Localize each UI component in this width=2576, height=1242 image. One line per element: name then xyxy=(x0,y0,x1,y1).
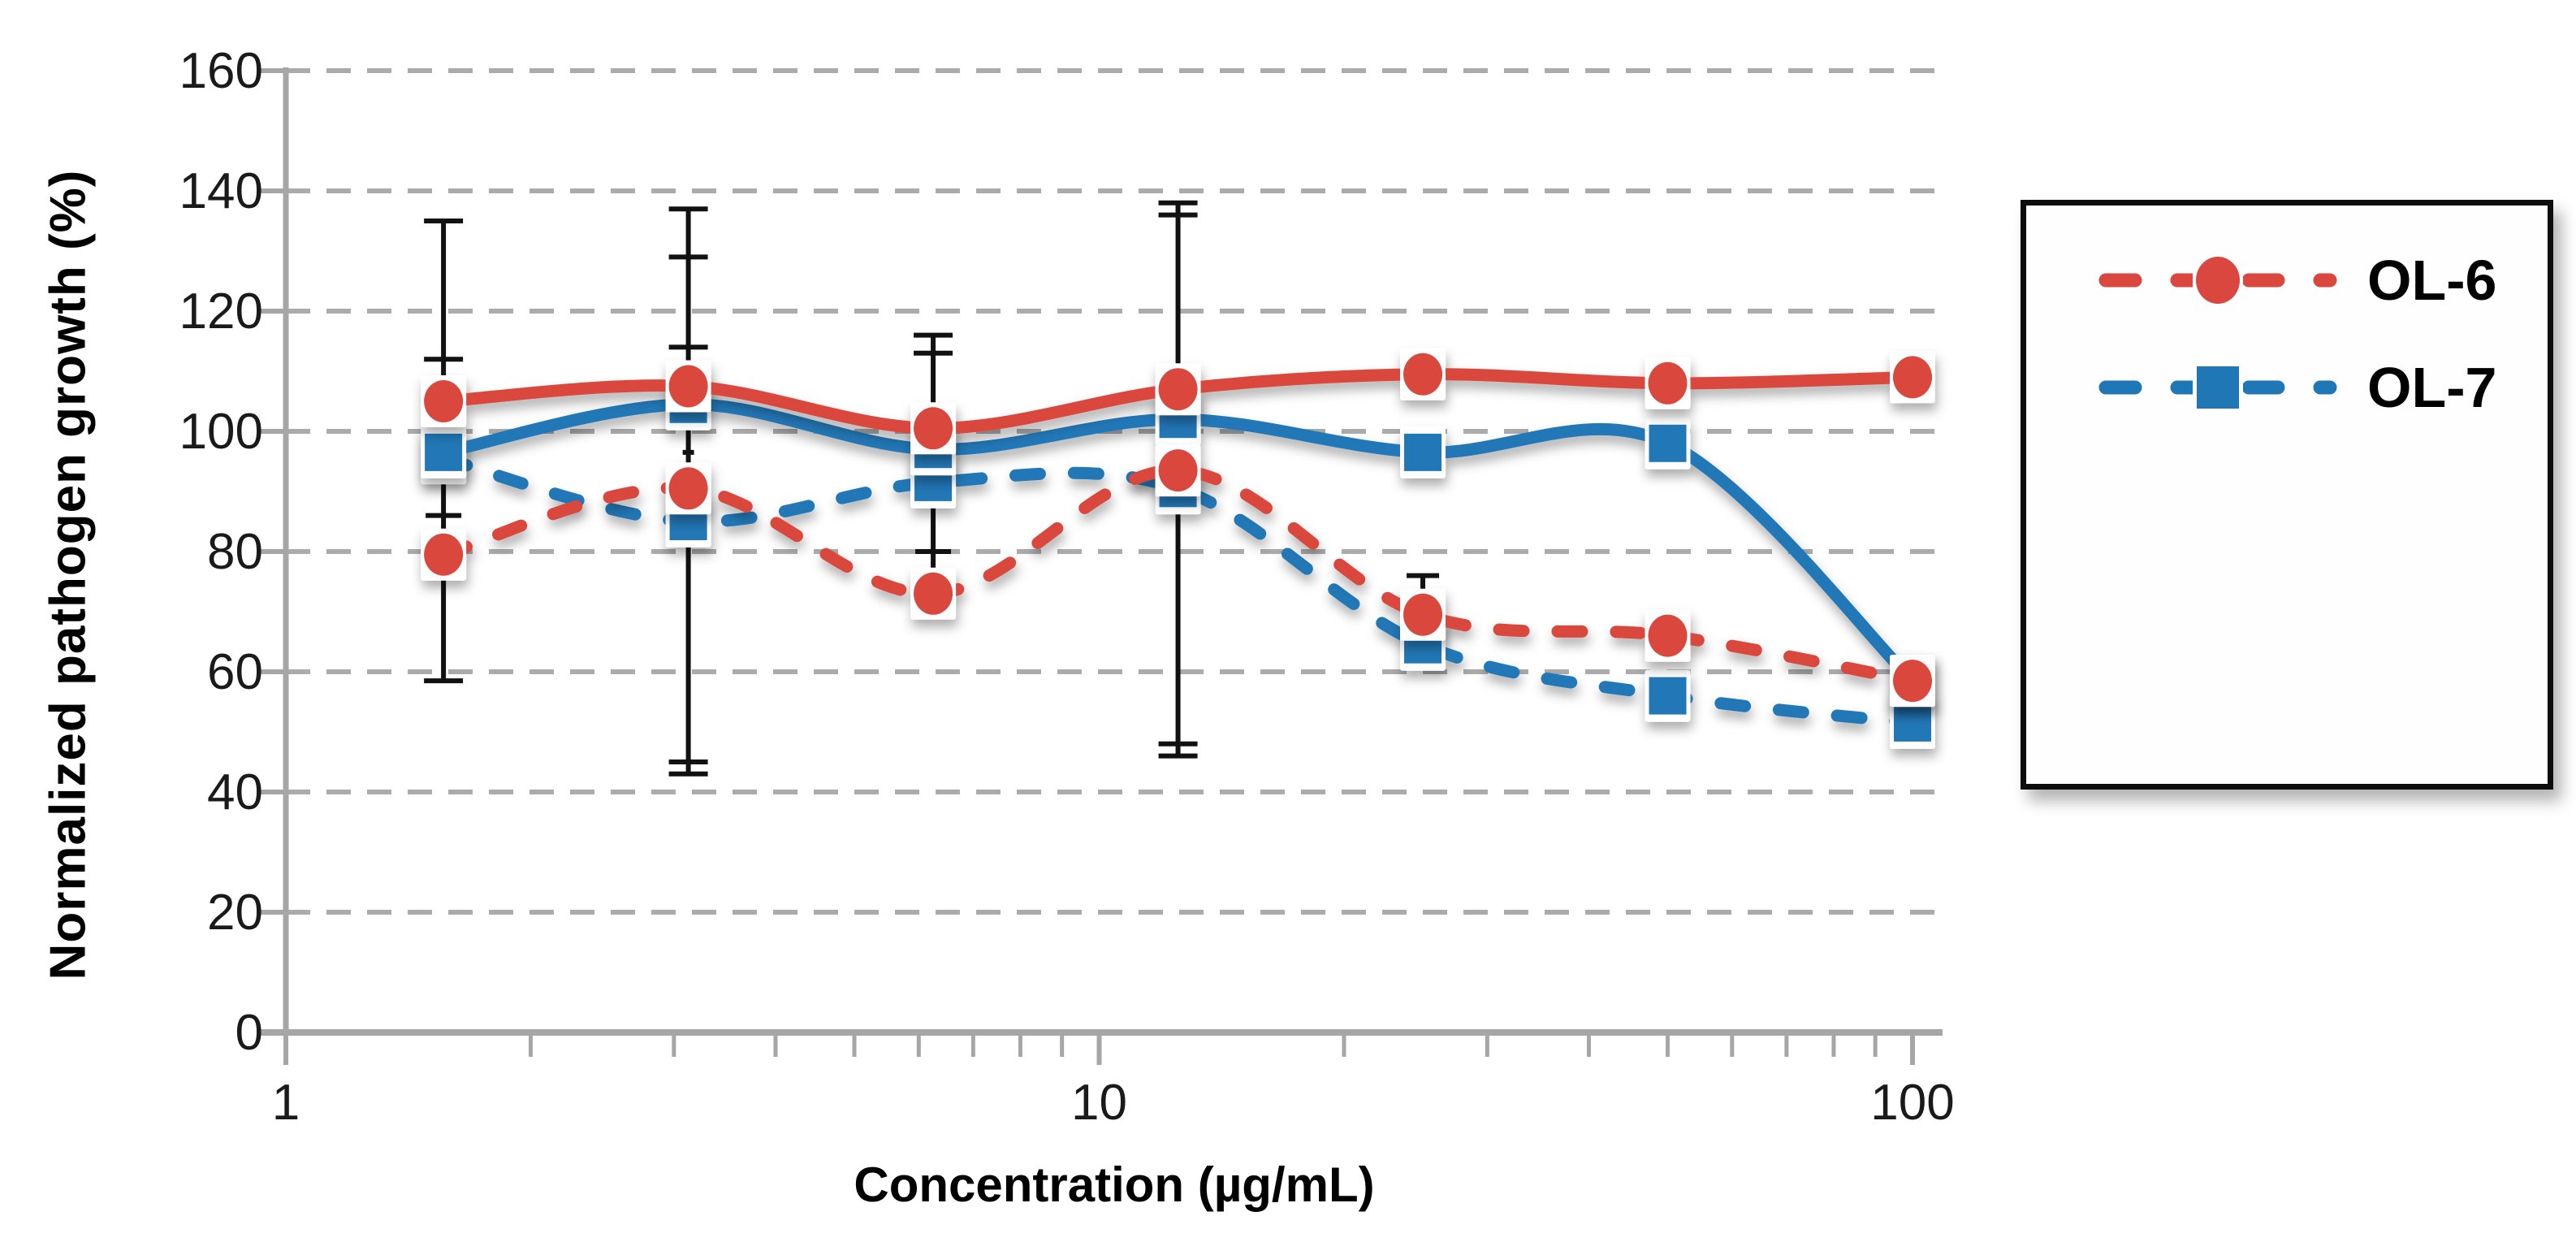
y-tick-label: 80 xyxy=(207,524,263,580)
x-tick-label: 10 xyxy=(1071,1075,1127,1131)
y-tick-label: 60 xyxy=(207,644,263,700)
square-marker-icon xyxy=(1649,677,1687,715)
square-marker-icon xyxy=(1404,433,1442,471)
circle-marker-icon xyxy=(1893,660,1932,703)
y-tick-label: 120 xyxy=(179,283,263,340)
circle-marker-icon xyxy=(424,533,464,576)
square-marker-icon xyxy=(1649,424,1687,462)
legend-item-ol-6: OL-6 xyxy=(2026,227,2548,334)
circle-marker-icon xyxy=(424,380,464,422)
circle-marker-icon xyxy=(668,365,708,408)
square-marker-icon xyxy=(2197,366,2239,409)
x-tick-label: 1 xyxy=(272,1075,300,1131)
circle-marker-icon xyxy=(1893,356,1932,399)
y-tick-label: 0 xyxy=(236,1005,263,1061)
legend-item-ol-7: OL-7 xyxy=(2026,334,2548,441)
x-axis-title: Concentration (µg/mL) xyxy=(854,1158,1375,1212)
y-tick-label: 140 xyxy=(179,163,263,219)
circle-marker-icon xyxy=(914,407,953,450)
legend-label-ol-7: OL-7 xyxy=(2367,356,2497,419)
square-marker-icon xyxy=(425,433,463,471)
ol-6-line-sample-icon xyxy=(2096,240,2340,321)
legend-label-ol-6: OL-6 xyxy=(2367,249,2497,312)
circle-marker-icon xyxy=(668,467,708,510)
y-tick-label: 160 xyxy=(179,43,263,99)
series-unlabeled-red-solid xyxy=(421,348,1935,455)
legend-sample-ol-6 xyxy=(2098,253,2337,308)
circle-marker-icon xyxy=(1648,361,1688,405)
circle-marker-icon xyxy=(1403,593,1443,636)
ol-7-line-sample-icon xyxy=(2096,347,2340,428)
circle-marker-icon xyxy=(2196,257,2240,304)
circle-marker-icon xyxy=(1403,353,1443,396)
legend-sample-ol-7 xyxy=(2098,360,2337,415)
y-axis-title: Normalized pathogen growth (%) xyxy=(40,169,97,980)
y-tick-label: 100 xyxy=(179,404,263,460)
circle-marker-icon xyxy=(914,572,953,615)
series-ol-6 xyxy=(421,444,1935,708)
x-tick-label: 100 xyxy=(1870,1075,1954,1131)
y-tick-label: 20 xyxy=(207,885,263,941)
legend: OL-6 OL-7 xyxy=(2021,200,2553,790)
circle-marker-icon xyxy=(1158,368,1198,411)
y-tick-label: 40 xyxy=(207,764,263,820)
circle-marker-icon xyxy=(1158,449,1198,492)
square-marker-icon xyxy=(1894,703,1931,742)
circle-marker-icon xyxy=(1648,614,1688,657)
